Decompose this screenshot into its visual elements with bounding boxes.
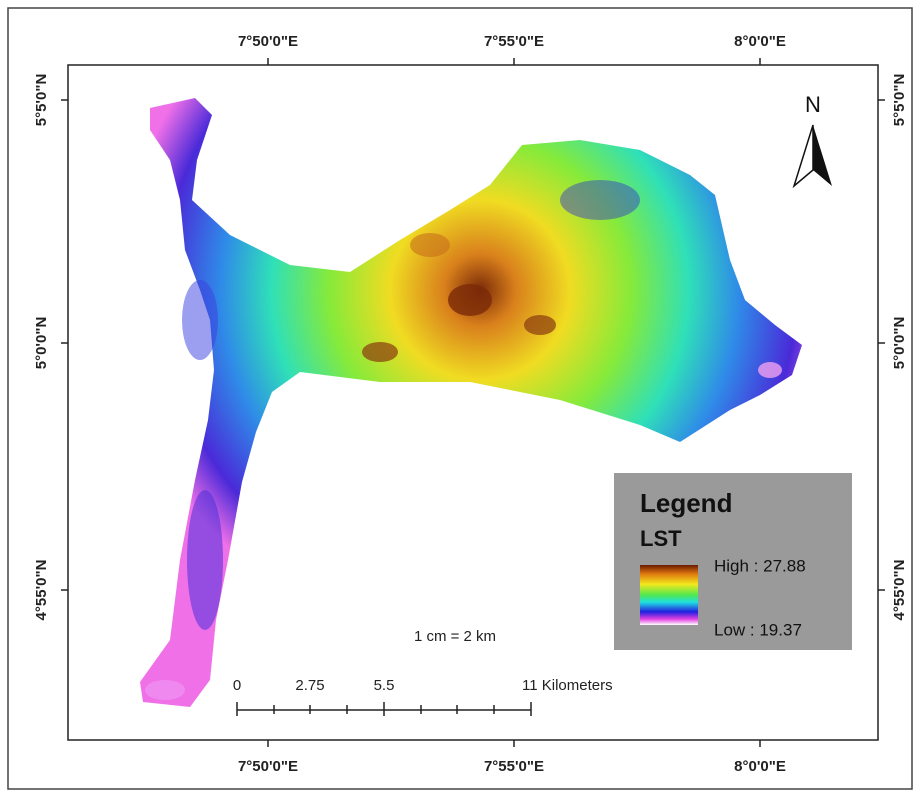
lat-label: 5°0'0"N [33,317,50,370]
lon-label: 7°55'0"E [484,758,544,775]
lat-label: 5°5'0"N [33,74,50,127]
lon-label: 7°55'0"E [484,33,544,50]
legend-low: Low : 19.37 [714,620,802,639]
scale-ratio: 1 cm = 2 km [414,628,496,645]
lon-label: 7°50'0"E [238,758,298,775]
lat-label: 4°55'0"N [891,560,908,621]
map-page: 7°50'0"E 7°55'0"E 8°0'0"E 7°50'0"E 7°55'… [0,0,920,797]
legend-title: Legend [640,488,732,518]
lat-label: 5°5'0"N [891,74,908,127]
legend-ramp [640,565,698,625]
legend-high: High : 27.88 [714,556,806,575]
scale-label: 2.75 [295,677,324,694]
lon-label: 8°0'0"E [734,758,786,775]
scale-label: 0 [233,677,241,694]
scale-label: 5.5 [374,677,395,694]
lon-label: 8°0'0"E [734,33,786,50]
lat-label: 5°0'0"N [891,317,908,370]
lon-label: 7°50'0"E [238,33,298,50]
north-label: N [805,92,821,117]
lat-label: 4°55'0"N [33,560,50,621]
legend-layer: LST [640,526,682,551]
scale-label: 11 Kilometers [522,677,613,694]
